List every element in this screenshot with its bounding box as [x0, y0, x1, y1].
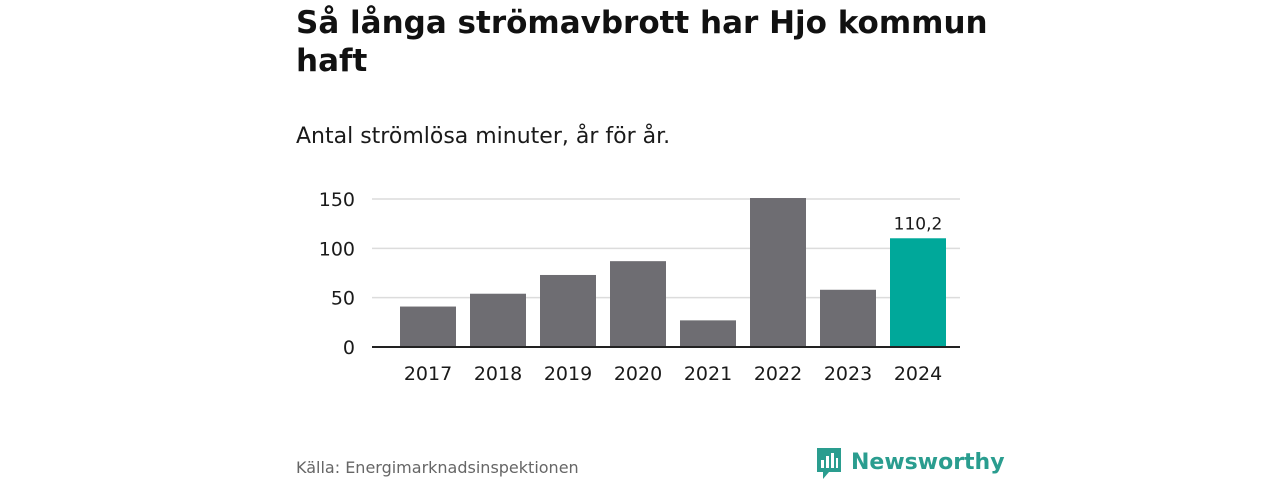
y-tick-label: 50 — [331, 288, 355, 310]
bar — [680, 320, 736, 347]
chart-title: Så långa strömavbrott har Hjo kommun haf… — [296, 5, 988, 79]
bar-chart: 0 50 100 150 2017 2018 2019 2020 2021 2022 2023 202… — [319, 189, 960, 385]
data-label: 110,2 — [894, 214, 943, 234]
bar — [890, 238, 946, 347]
x-tick-label: 2017 — [404, 363, 452, 385]
x-tick-label: 2024 — [894, 363, 942, 385]
bar-chart-speech-icon — [817, 448, 841, 479]
bar — [750, 198, 806, 347]
bar — [470, 293, 526, 347]
y-tick-label: 0 — [343, 337, 355, 359]
chart-subtitle: Antal strömlösa minuter, år för år. — [296, 124, 671, 149]
y-tick-label: 100 — [319, 238, 355, 260]
source-note: Källa: Energimarknadsinspektionen — [296, 458, 579, 477]
bar — [540, 274, 596, 347]
bar — [820, 289, 876, 347]
bar — [400, 306, 456, 347]
bar — [610, 261, 666, 347]
x-tick-label: 2022 — [754, 363, 802, 385]
x-tick-label: 2018 — [474, 363, 522, 385]
y-tick-label: 150 — [319, 189, 355, 211]
x-tick-label: 2023 — [824, 363, 872, 385]
x-tick-label: 2021 — [684, 363, 732, 385]
brand-name: Newsworthy — [851, 450, 1005, 475]
x-tick-label: 2019 — [544, 363, 592, 385]
brand-logo: Newsworthy — [815, 446, 1005, 480]
x-tick-label: 2020 — [614, 363, 662, 385]
